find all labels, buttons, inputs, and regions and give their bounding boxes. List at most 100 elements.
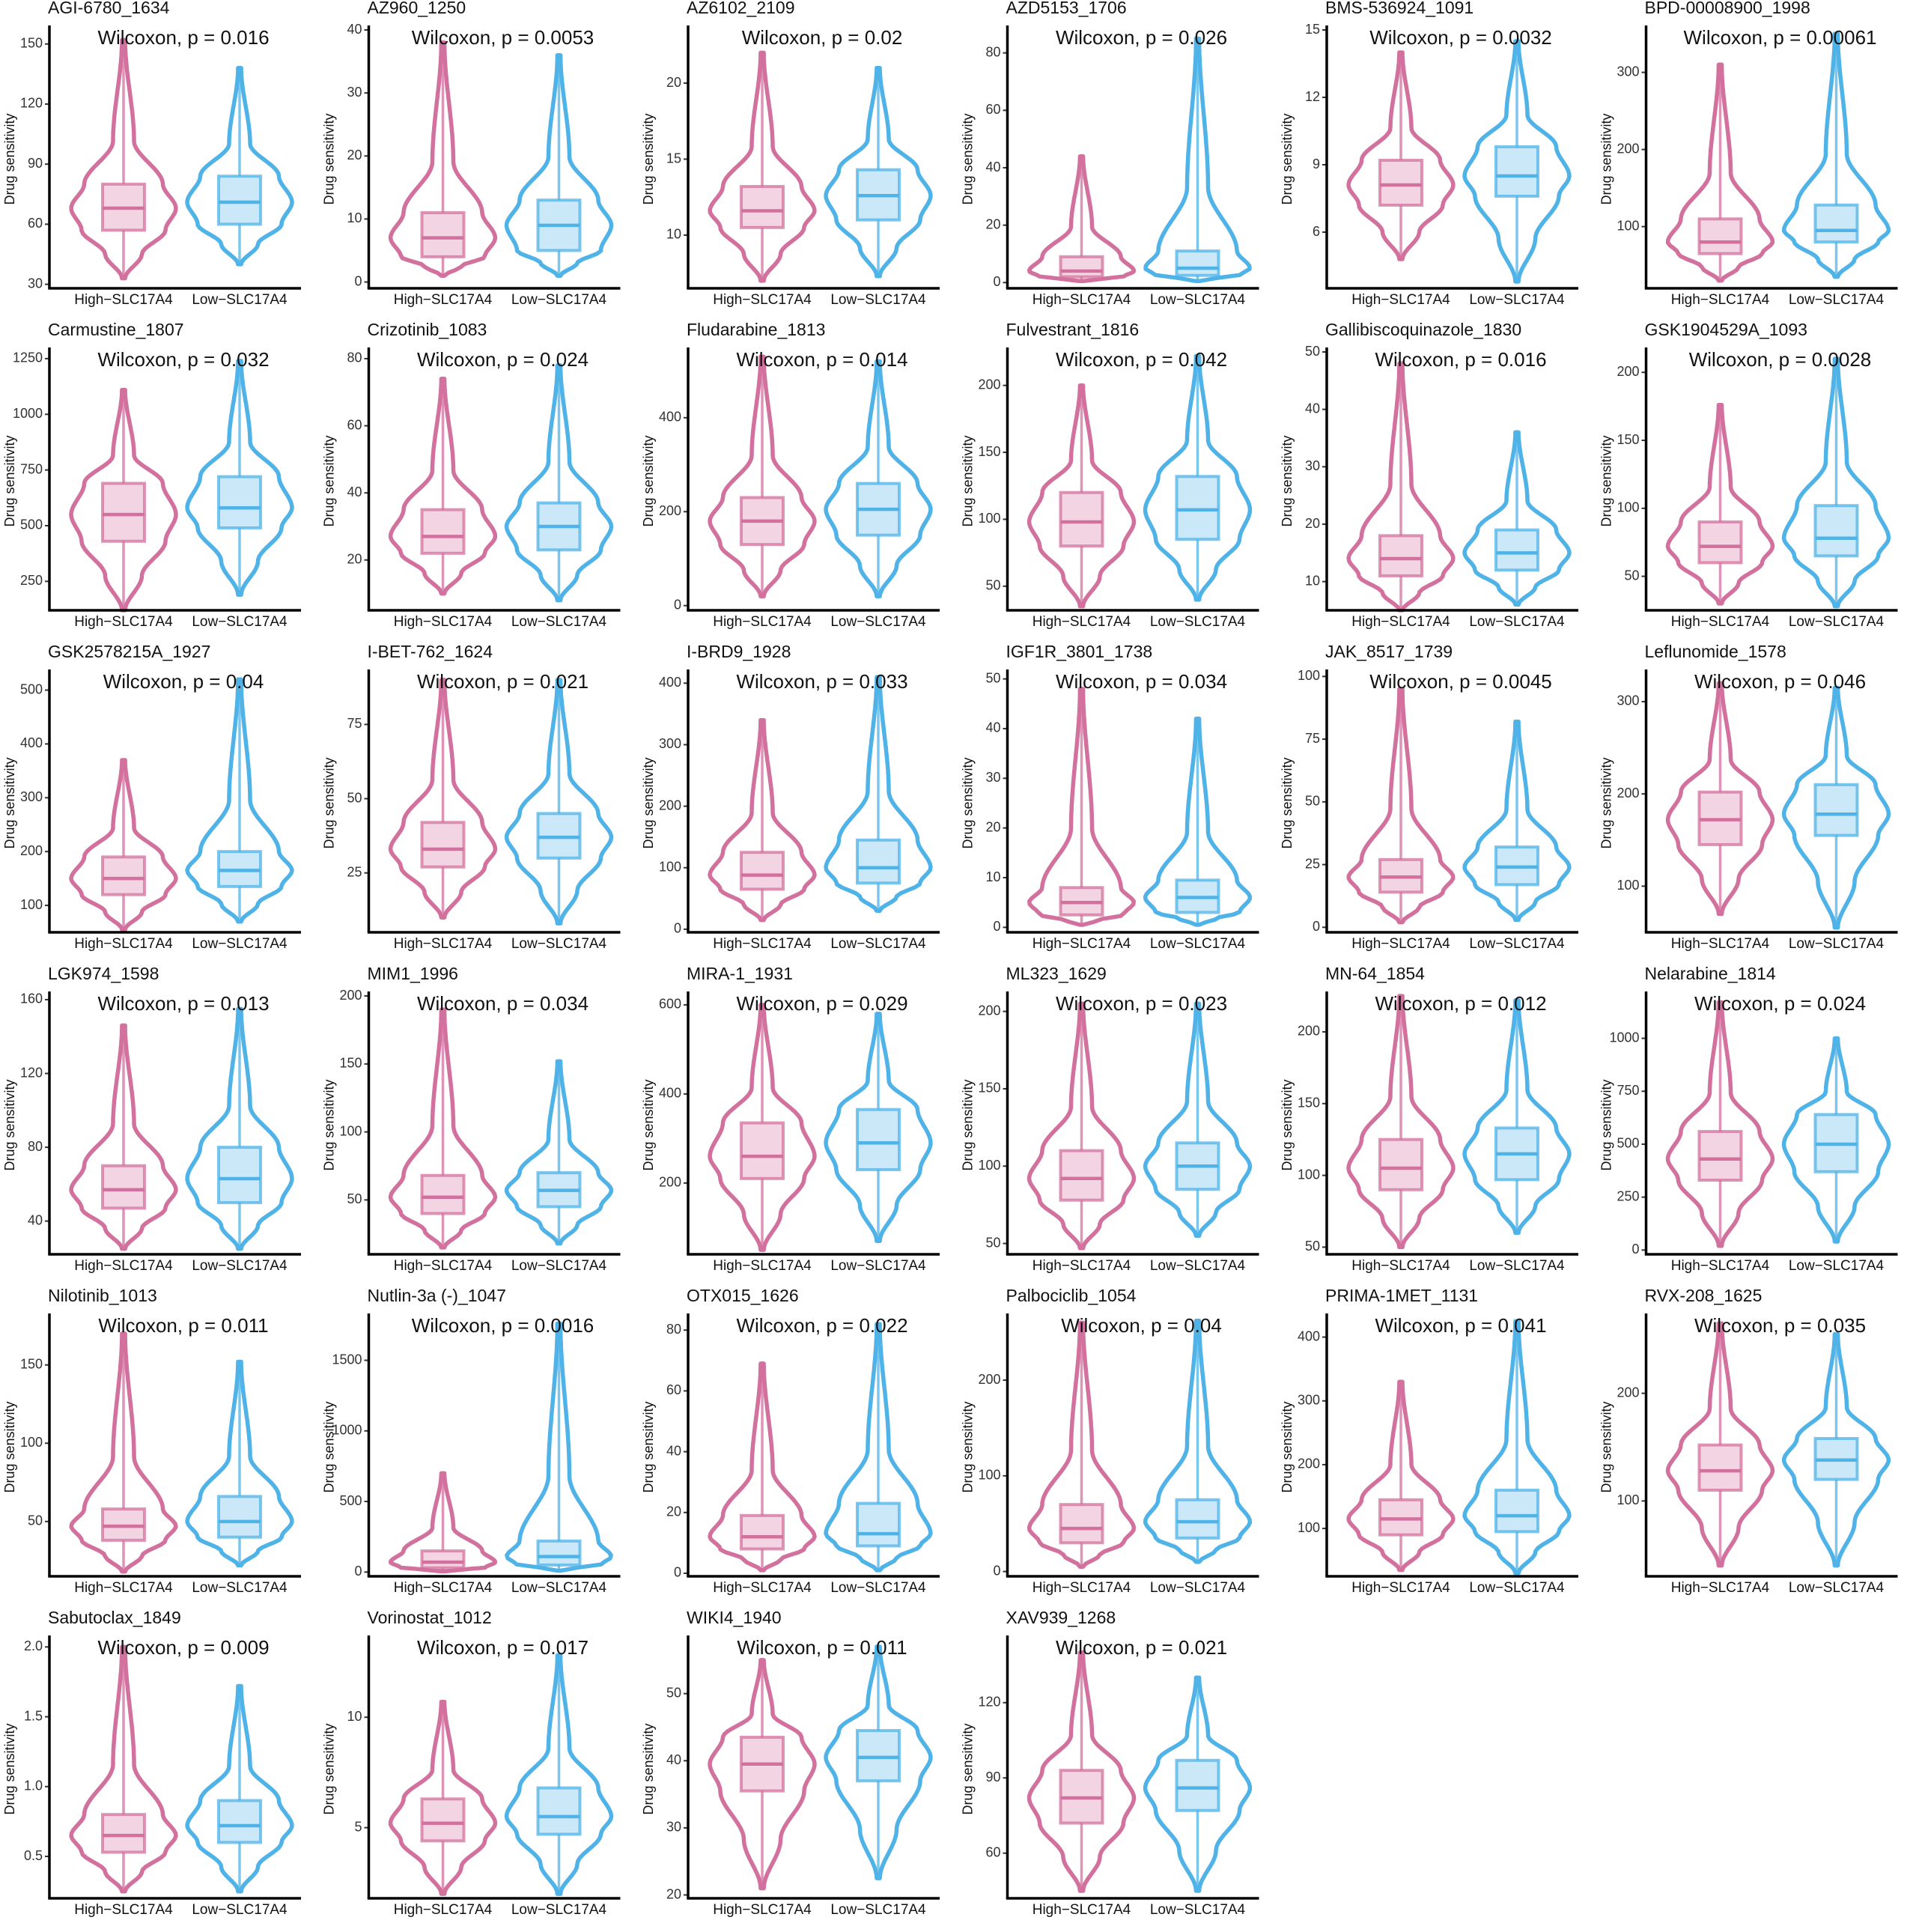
annotation: Wilcoxon, p = 0.00061 (1684, 26, 1877, 49)
panel-title: AGI-6780_1634 (48, 0, 170, 17)
x-tick-label: Low−SLC17A4 (511, 936, 607, 952)
x-tick-label: Low−SLC17A4 (1150, 1580, 1246, 1596)
y-axis-label: Drug sensitivity (2, 757, 17, 848)
y-tick-label: 200 (339, 988, 362, 1003)
y-tick-label: 150 (339, 1056, 362, 1071)
violin (1027, 1650, 1137, 1893)
panel: Nutlin-3a (-)_1047 Drug sensitivity 0 500 10… (321, 1286, 621, 1596)
annotation: Wilcoxon, p = 0.024 (1694, 992, 1866, 1015)
annotation: Wilcoxon, p = 0.035 (1694, 1314, 1866, 1337)
annotation: Wilcoxon, p = 0.034 (417, 992, 589, 1015)
box (856, 838, 901, 885)
y-tick-label: 400 (659, 410, 681, 425)
panel: Nilotinib_1013 Drug sensitivity 50 100 150 Hi… (2, 1286, 301, 1596)
panel: LGK974_1598 Drug sensitivity 40 80 120 160 Hig… (2, 964, 301, 1274)
panel: JAK_8517_1739 Drug sensitivity 0 25 50 75 100 H… (1280, 642, 1578, 952)
y-axis-label: Drug sensitivity (960, 435, 975, 526)
y-tick-label: 100 (1617, 218, 1639, 233)
violin (1027, 1001, 1137, 1251)
y-tick-label: 200 (1617, 1385, 1639, 1400)
y-tick-label: 10 (666, 227, 681, 242)
panel-title: Nilotinib_1013 (48, 1286, 157, 1305)
x-tick-label: Low−SLC17A4 (1789, 292, 1885, 308)
violin (1665, 1000, 1775, 1248)
x-tick-label: Low−SLC17A4 (511, 292, 607, 308)
panel-title: Nelarabine_1814 (1645, 964, 1776, 983)
y-axis-label: Drug sensitivity (321, 757, 336, 848)
annotation: Wilcoxon, p = 0.011 (98, 1314, 268, 1337)
y-axis-label: Drug sensitivity (321, 113, 336, 204)
box (1175, 1758, 1220, 1812)
y-tick-label: 250 (1617, 1188, 1639, 1203)
y-tick-label: 400 (659, 675, 681, 690)
violin (1665, 1321, 1775, 1568)
violin (504, 1059, 614, 1246)
y-axis-label: Drug sensitivity (321, 1723, 336, 1814)
annotation: Wilcoxon, p = 0.041 (1375, 1314, 1546, 1337)
box (1059, 1149, 1104, 1202)
violin (505, 1321, 613, 1573)
x-tick-label: High−SLC17A4 (394, 292, 493, 308)
violin (69, 758, 178, 932)
y-tick-label: 20 (347, 148, 362, 162)
x-tick-label: Low−SLC17A4 (192, 1580, 288, 1596)
x-tick-label: High−SLC17A4 (1032, 1580, 1131, 1596)
violin (504, 678, 614, 926)
y-tick-label: 12 (1305, 89, 1320, 104)
y-axis-label: Drug sensitivity (960, 1401, 975, 1492)
y-tick-label: 100 (20, 897, 43, 912)
y-tick-label: 750 (1617, 1083, 1639, 1098)
x-tick-label: High−SLC17A4 (74, 292, 173, 308)
x-tick-label: Low−SLC17A4 (830, 1902, 926, 1918)
y-tick-label: 50 (1305, 1239, 1320, 1254)
violin (1143, 1319, 1253, 1564)
violin (185, 359, 294, 597)
y-tick-label: 0 (354, 1564, 362, 1579)
x-tick-label: High−SLC17A4 (1351, 936, 1450, 952)
violin (1143, 716, 1253, 927)
y-tick-label: 100 (1617, 1492, 1639, 1507)
y-tick-label: 100 (1298, 1520, 1320, 1535)
y-tick-label: 50 (1624, 568, 1639, 583)
violin (1781, 31, 1891, 279)
x-tick-label: High−SLC17A4 (74, 614, 173, 630)
violin (1346, 687, 1456, 925)
y-tick-label: 5 (354, 1819, 362, 1834)
y-tick-label: 100 (1298, 1167, 1320, 1182)
panel: GSK2578215A_1927 Drug sensitivity 100 200 30… (2, 642, 301, 952)
violin (1462, 1319, 1572, 1576)
violin (1665, 62, 1775, 283)
y-tick-label: 200 (1617, 786, 1639, 801)
y-tick-label: 60 (985, 102, 1000, 117)
y-tick-label: 40 (666, 1752, 681, 1767)
violin (185, 66, 294, 267)
y-tick-label: 80 (985, 44, 1000, 59)
y-tick-label: 1.5 (24, 1708, 43, 1723)
y-axis-label: Drug sensitivity (2, 113, 17, 204)
y-tick-label: 75 (347, 716, 362, 731)
panel-title: I-BRD9_1928 (687, 642, 791, 661)
violin (69, 387, 178, 613)
y-tick-label: 10 (347, 210, 362, 225)
x-tick-label: High−SLC17A4 (1032, 1902, 1131, 1918)
violin (69, 1644, 178, 1894)
x-tick-label: High−SLC17A4 (1351, 1580, 1450, 1596)
violin (824, 1644, 933, 1880)
y-tick-label: 200 (659, 798, 681, 812)
y-tick-label: 100 (978, 1158, 1000, 1173)
violin (1027, 154, 1137, 284)
y-tick-label: 100 (1617, 500, 1639, 515)
violin (504, 1653, 614, 1896)
violin (708, 354, 817, 598)
y-tick-label: 0 (674, 921, 681, 936)
y-tick-label: 30 (1305, 458, 1320, 473)
panel-title: MN-64_1854 (1325, 964, 1425, 983)
panel-title: Carmustine_1807 (48, 320, 184, 339)
y-tick-label: 500 (1617, 1136, 1639, 1151)
box (536, 1786, 582, 1836)
box (217, 1146, 262, 1204)
box (420, 211, 466, 258)
annotation: Wilcoxon, p = 0.023 (1056, 992, 1227, 1015)
box (1059, 255, 1104, 279)
